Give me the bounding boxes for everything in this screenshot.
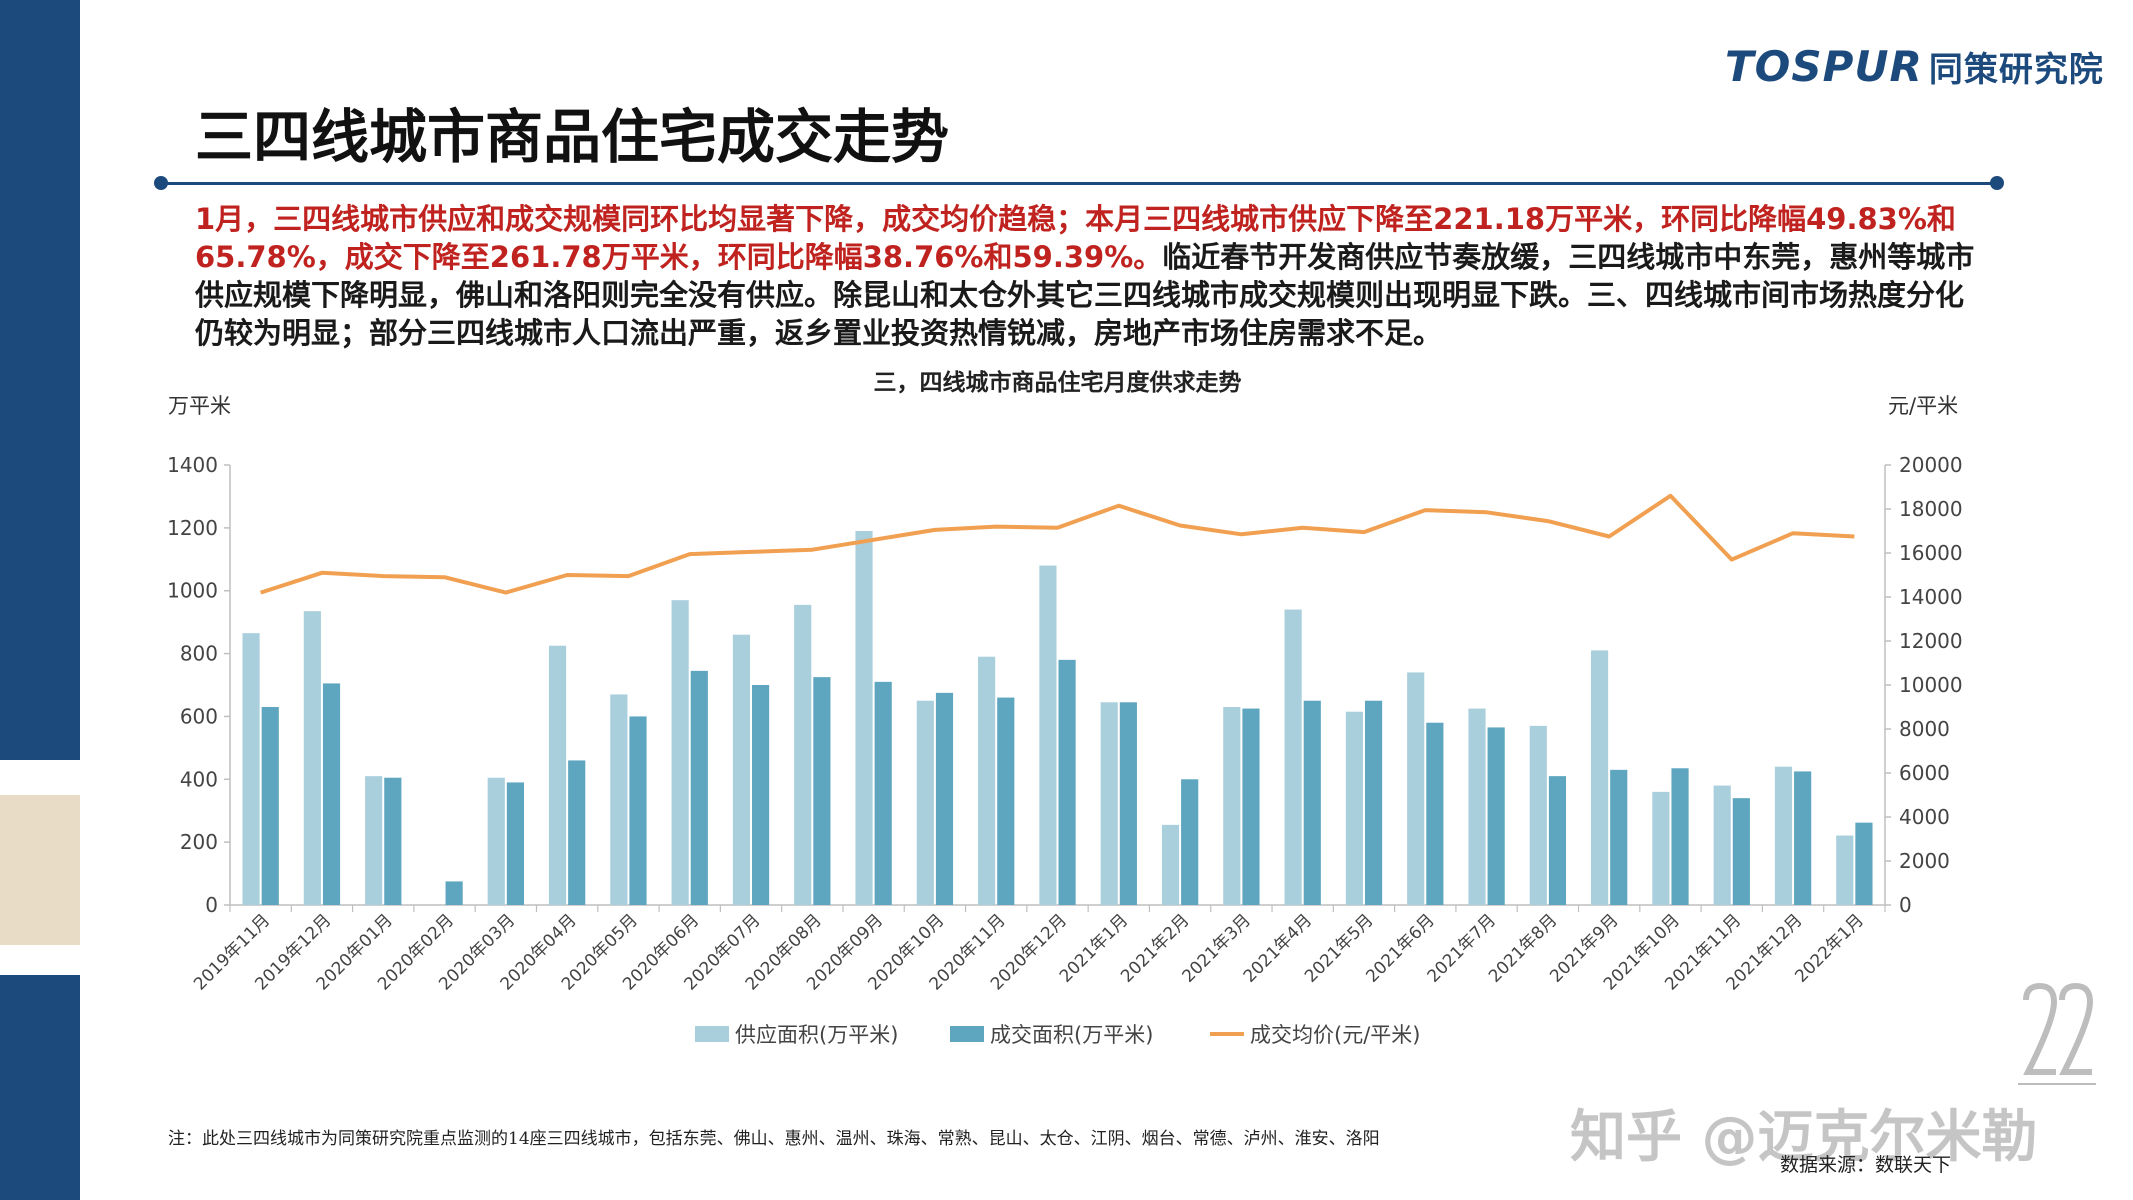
deal-bar xyxy=(690,670,708,905)
deal-bar xyxy=(1242,708,1260,905)
supply-bar xyxy=(1284,609,1302,905)
deal-bar xyxy=(1303,700,1321,905)
supply-bar xyxy=(1223,707,1241,905)
deal-bar xyxy=(752,685,770,905)
right-tick-label: 10000 xyxy=(1899,673,1963,697)
deal-bar xyxy=(935,692,954,905)
brand-logo: TOSPUR 同策研究院 xyxy=(1725,42,2104,91)
logo-text: TOSPUR xyxy=(1725,42,1923,91)
left-tick-label: 600 xyxy=(180,704,218,728)
supply-bar xyxy=(1836,835,1854,905)
supply-bar xyxy=(1407,672,1425,905)
deal-bar xyxy=(384,777,402,905)
legend-swatch xyxy=(695,1026,729,1042)
supply-bar xyxy=(671,600,689,905)
deal-bar xyxy=(1058,659,1076,905)
deal-bar xyxy=(445,881,463,905)
supply-bar xyxy=(610,694,628,905)
deal-bar xyxy=(1119,702,1137,905)
supply-bar xyxy=(1039,565,1057,905)
deal-bar xyxy=(1855,822,1873,905)
title-divider xyxy=(160,182,1996,185)
deal-bar xyxy=(506,782,524,905)
right-tick-label: 0 xyxy=(1899,893,1912,917)
supply-bar xyxy=(548,645,567,905)
deal-bar xyxy=(1364,700,1383,905)
divider-right-dot xyxy=(1990,176,2004,190)
supply-bar xyxy=(487,777,505,905)
avg-price-line xyxy=(260,493,1855,595)
supply-bar xyxy=(1713,785,1731,905)
deal-bar xyxy=(874,681,892,905)
divider-left-dot xyxy=(154,176,168,190)
legend-label: 成交面积(万平米) xyxy=(990,1023,1153,1047)
left-decor-band-middle xyxy=(0,795,80,945)
deal-bar xyxy=(1794,771,1812,905)
supply-bar xyxy=(1652,791,1670,905)
supply-bar xyxy=(242,633,260,905)
deal-bar xyxy=(261,707,279,905)
supply-bar xyxy=(732,634,751,905)
supply-bar xyxy=(1161,824,1180,905)
supply-bar xyxy=(1468,708,1486,905)
supply-bar xyxy=(1345,711,1363,905)
supply-bar xyxy=(855,531,873,905)
supply-bar xyxy=(978,656,996,905)
supply-bar xyxy=(303,611,321,905)
deal-bar xyxy=(813,677,831,905)
supply-bar xyxy=(1591,650,1609,905)
left-tick-label: 0 xyxy=(205,893,218,917)
deal-bar xyxy=(1426,722,1444,905)
right-tick-label: 4000 xyxy=(1899,805,1950,829)
left-tick-label: 1400 xyxy=(167,453,218,477)
legend-swatch xyxy=(950,1026,984,1042)
left-tick-label: 200 xyxy=(180,830,218,854)
summary-body: 临近春节开发商供应节奏放缓，三四线城市中东莞，惠州等城市供应规模下降明显，佛山和… xyxy=(195,240,1975,350)
deal-bar xyxy=(997,697,1015,905)
watermark: 知乎 @迈克尔米勒 xyxy=(1570,1105,2038,1170)
right-tick-label: 18000 xyxy=(1899,497,1963,521)
logo-cn: 同策研究院 xyxy=(1928,50,2104,90)
left-tick-label: 400 xyxy=(180,767,218,791)
left-decor-band-bottom xyxy=(0,975,80,1200)
left-tick-label: 1000 xyxy=(167,579,218,603)
deal-bar xyxy=(1732,798,1750,905)
supply-bar xyxy=(1529,725,1547,905)
legend-label: 成交均价(元/平米) xyxy=(1250,1023,1420,1047)
right-tick-label: 2000 xyxy=(1899,849,1950,873)
anniversary-seal-icon xyxy=(2018,982,2096,1085)
right-tick-label: 6000 xyxy=(1899,761,1950,785)
right-tick-label: 16000 xyxy=(1899,541,1963,565)
supply-bar xyxy=(365,776,383,905)
summary-paragraph: 1月，三四线城市供应和成交规模同环比均显著下降，成交均价趋稳；本月三四线城市供应… xyxy=(195,200,1985,352)
deal-bar xyxy=(1181,779,1199,905)
chart-title: 三，四线城市商品住宅月度供求走势 xyxy=(874,369,1242,396)
deal-bar xyxy=(1671,768,1689,905)
supply-bar xyxy=(1100,702,1118,905)
supply-bar xyxy=(1774,766,1793,905)
supply-bar xyxy=(916,700,934,905)
left-axis-unit: 万平米 xyxy=(168,394,231,418)
right-tick-label: 12000 xyxy=(1899,629,1963,653)
deal-bar xyxy=(322,683,341,905)
right-tick-label: 20000 xyxy=(1899,453,1963,477)
deal-bar xyxy=(568,760,586,905)
summary-highlight: 1月，三四线城市供应和成交规模同环比均显著下降，成交均价趋稳；本月三四线城市供应… xyxy=(195,202,1956,274)
legend-label: 供应面积(万平米) xyxy=(735,1023,898,1047)
left-tick-label: 1200 xyxy=(167,516,218,540)
data-source: 数据来源：数联天下 xyxy=(1780,1154,1952,1176)
deal-bar xyxy=(629,716,647,905)
right-axis-unit: 元/平米 xyxy=(1888,394,1958,418)
footnote: 注：此处三四线城市为同策研究院重点监测的14座三四线城市，包括东莞、佛山、惠州、… xyxy=(168,1129,1380,1149)
left-tick-label: 800 xyxy=(180,642,218,666)
left-decor-band-top xyxy=(0,0,80,760)
right-tick-label: 14000 xyxy=(1899,585,1963,609)
deal-bar xyxy=(1548,776,1567,905)
supply-bar xyxy=(794,604,812,905)
deal-bar xyxy=(1610,769,1628,905)
right-tick-label: 8000 xyxy=(1899,717,1950,741)
page-title: 三四线城市商品住宅成交走势 xyxy=(195,103,950,171)
deal-bar xyxy=(1487,727,1505,905)
